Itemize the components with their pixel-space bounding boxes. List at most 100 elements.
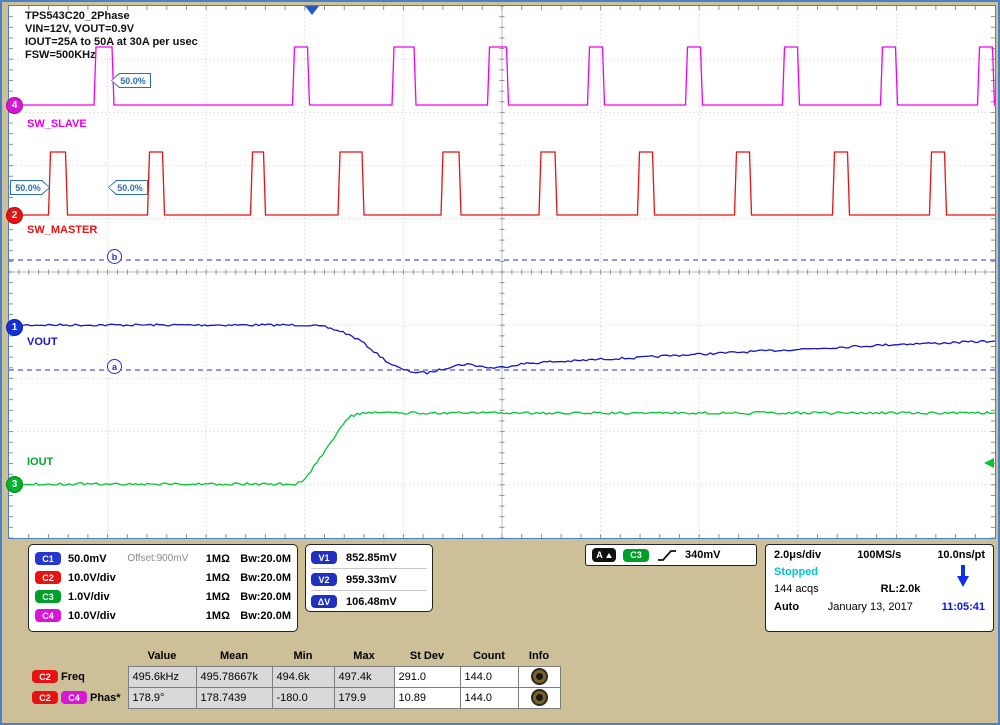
channel-bandwidth: Bw:20.0M [240, 571, 291, 584]
table-cell: 497.4k [333, 665, 395, 688]
table-cell: 291.0 [393, 665, 461, 688]
trigger-mode[interactable]: Auto [774, 601, 800, 613]
flag-label: 50.0% [15, 182, 41, 193]
table-cell: 144.0 [459, 665, 519, 688]
info-icon[interactable] [530, 668, 548, 685]
cursor-dv-row[interactable]: ΔV 106.48mV [311, 591, 427, 612]
time-display: 11:05:41 [941, 601, 985, 613]
trigger-position-marker[interactable] [305, 6, 319, 15]
flag-label: 50.0% [120, 75, 146, 86]
acquisition-row: 144 acqs RL:2.0k [774, 583, 985, 595]
table-cell: 178.7439 [195, 686, 273, 709]
table-cell: 10.89 [393, 686, 461, 709]
flag-fill [112, 74, 150, 87]
table-row: C2 Freq 495.6kHz 495.78667k 494.6k 497.4… [28, 665, 561, 688]
trigger-source-badge[interactable]: C3 [623, 548, 649, 562]
rising-edge-icon [658, 549, 676, 561]
trace-label-vout: VOUT [27, 336, 58, 348]
annotation-line: VIN=12V, VOUT=0.9V [25, 23, 135, 35]
col-header-count: Count [473, 649, 505, 662]
measurement-name: Phas* [90, 691, 121, 704]
channel-2-badge: C2 [32, 691, 58, 704]
channel-1-settings[interactable]: C1 50.0mV Offset:900mV 1MΩ Bw:20.0M [35, 549, 291, 568]
channel-2-settings[interactable]: C2 10.0V/div 1MΩ Bw:20.0M [35, 568, 291, 587]
channel-impedance: 1MΩ [205, 609, 230, 622]
channel-bandwidth: Bw:20.0M [240, 552, 291, 565]
measurement-name: Freq [61, 670, 85, 683]
channel-4-badge[interactable]: C4 [35, 609, 61, 622]
level-flag-50pct[interactable]: 50.0% [111, 73, 151, 88]
dv-badge: ΔV [311, 595, 337, 608]
flag-fill [109, 181, 147, 194]
trigger-panel[interactable]: A C3 340mV [585, 544, 757, 566]
cursor-v2-row[interactable]: V2 959.33mV [311, 569, 427, 591]
channel-settings-panel: C1 50.0mV Offset:900mV 1MΩ Bw:20.0M C2 1… [28, 544, 298, 632]
cursor-v1-row[interactable]: V1 852.85mV [311, 547, 427, 569]
acquisition-state: Stopped [774, 566, 818, 578]
info-cell [517, 686, 561, 709]
level-flag-50pct[interactable]: 50.0% [108, 180, 148, 195]
timebase-row: 2.0μs/div 100MS/s 10.0ns/pt [774, 549, 985, 561]
sample-rate: 100MS/s [857, 549, 902, 561]
flag-fill [11, 181, 49, 194]
vout-trace [9, 323, 995, 375]
info-cell [517, 665, 561, 688]
waveform-display[interactable]: TPS543C20_2Phase VIN=12V, VOUT=0.9V IOUT… [6, 5, 996, 539]
col-header-mean: Mean [219, 649, 249, 662]
level-flag-50pct[interactable]: 50.0% [10, 180, 50, 195]
cursor-readout-panel: V1 852.85mV V2 959.33mV ΔV 106.48mV [305, 544, 433, 612]
cursor-b-handle[interactable]: b [107, 249, 122, 264]
channel-impedance: 1MΩ [205, 590, 230, 603]
iout-trace [9, 411, 995, 487]
waveform-canvas [9, 6, 995, 538]
col-header-stdev: St Dev [409, 649, 445, 662]
channel-1-badge[interactable]: C1 [35, 552, 61, 565]
measurement-label-cell: C2 Freq [28, 666, 128, 687]
meas-header-spacer [28, 646, 128, 666]
channel-bandwidth: Bw:20.0M [240, 609, 291, 622]
channel-4-settings[interactable]: C4 10.0V/div 1MΩ Bw:20.0M [35, 606, 291, 625]
run-stop-arrow-icon[interactable] [955, 563, 971, 589]
channel-3-position-marker[interactable]: 3 [6, 476, 23, 493]
v2-badge: V2 [311, 573, 337, 586]
channel-4-badge: C4 [61, 691, 87, 704]
col-header-max: Max [353, 649, 375, 662]
table-cell: 179.9 [333, 686, 395, 709]
sw-slave-trace [9, 46, 995, 106]
channel-3-settings[interactable]: C3 1.0V/div 1MΩ Bw:20.0M [35, 587, 291, 606]
dv-value: 106.48mV [346, 595, 397, 608]
channel-offset: Offset:900mV [127, 553, 189, 564]
v1-value: 852.85mV [346, 551, 397, 564]
sample-resolution: 10.0ns/pt [937, 549, 985, 561]
info-icon[interactable] [530, 689, 548, 706]
channel-bandwidth: Bw:20.0M [240, 590, 291, 603]
channel-2-badge: C2 [32, 670, 58, 683]
trace-label-sw-master: SW_MASTER [27, 224, 98, 236]
trigger-system-badge[interactable]: A [592, 548, 616, 562]
measurement-table: Value Mean Min Max St Dev Count Info C2 … [28, 646, 561, 709]
table-row: C2 C4 Phas* 178.9° 178.7439 -180.0 179.9… [28, 686, 561, 709]
channel-impedance: 1MΩ [205, 571, 230, 584]
channel-3-badge[interactable]: C3 [35, 590, 61, 603]
annotation-line: TPS543C20_2Phase [25, 10, 130, 22]
v1-badge: V1 [311, 551, 337, 564]
table-cell: 178.9° [127, 686, 197, 709]
acquisition-count: 144 acqs [774, 583, 819, 595]
v2-value: 959.33mV [346, 573, 397, 586]
channel-1-position-marker[interactable]: 1 [6, 319, 23, 336]
cursor-a-handle[interactable]: a [107, 359, 122, 374]
annotation-block: TPS543C20_2Phase VIN=12V, VOUT=0.9V IOUT… [25, 10, 198, 62]
table-cell: 144.0 [459, 686, 519, 709]
horizontal-scale[interactable]: 2.0μs/div [774, 549, 822, 561]
channel-2-badge[interactable]: C2 [35, 571, 61, 584]
table-cell: -180.0 [271, 686, 335, 709]
trigger-level-arrow[interactable] [984, 458, 994, 468]
record-length: RL:2.0k [880, 583, 921, 595]
annotation-line: FSW=500KHz [25, 49, 96, 61]
col-header-value: Value [147, 649, 177, 662]
channel-2-position-marker[interactable]: 2 [6, 207, 23, 224]
sw-master-trace [9, 151, 995, 216]
table-cell: 494.6k [271, 665, 335, 688]
channel-4-position-marker[interactable]: 4 [6, 97, 23, 114]
